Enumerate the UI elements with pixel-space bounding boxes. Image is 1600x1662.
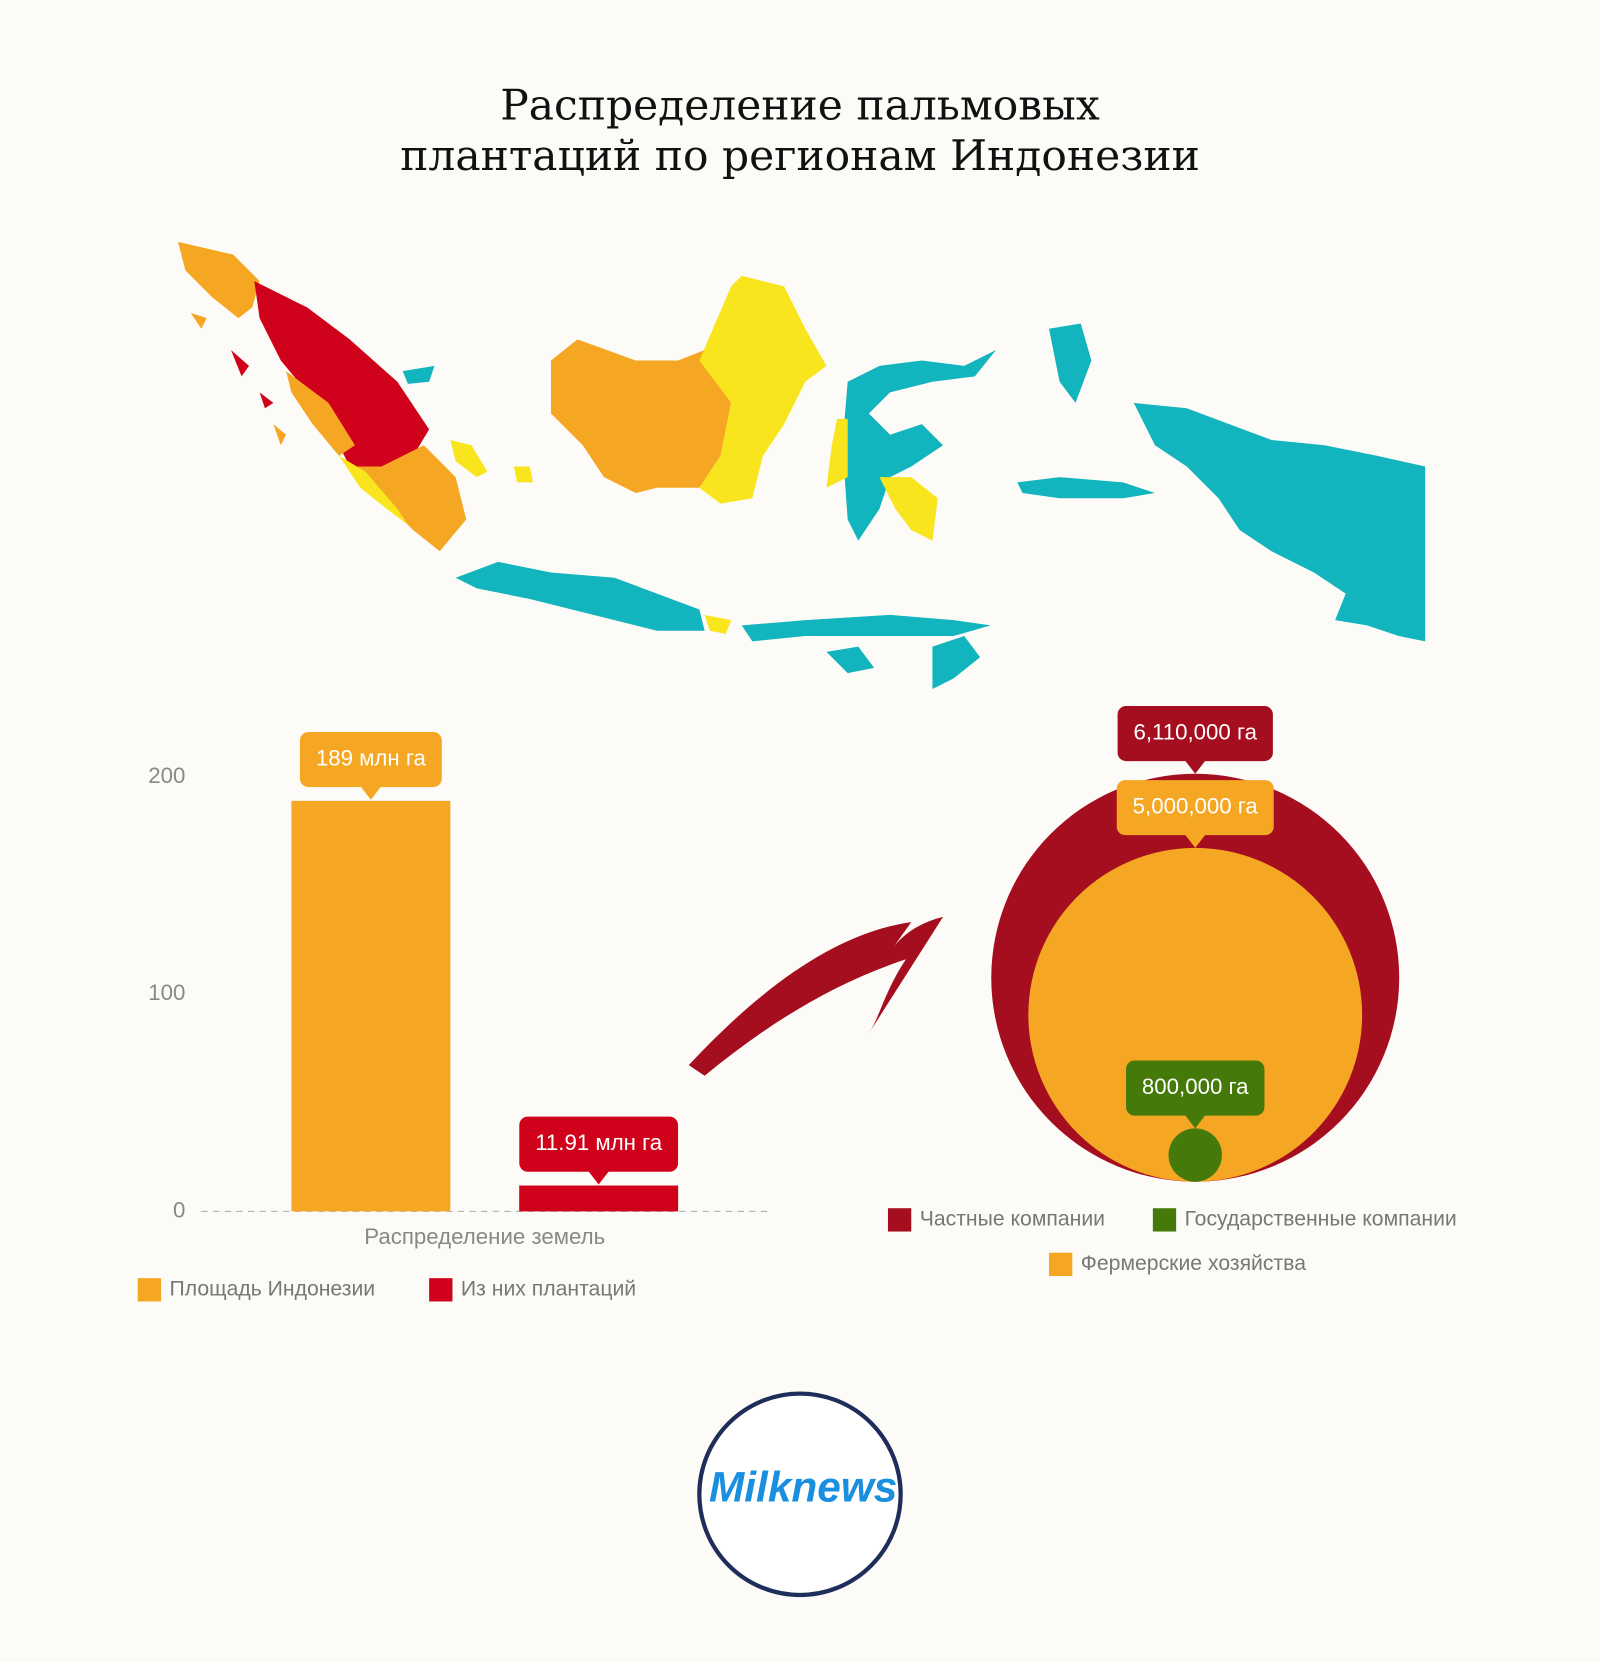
map-region (450, 440, 488, 478)
callout-box (1116, 780, 1274, 836)
title-line: Распределение пальмовых (500, 80, 1100, 129)
value-label: 11.91 млн га (535, 1130, 663, 1155)
map-region (513, 466, 533, 483)
legend-swatch (887, 1208, 912, 1232)
legend-label: Частные компании (920, 1207, 1105, 1230)
bar (291, 800, 451, 1212)
legend-label: Государственные компании (1185, 1207, 1457, 1230)
value-callout: 5,000,000 га (1116, 780, 1274, 848)
value-label: 5,000,000 га (1133, 794, 1259, 819)
map-region (402, 365, 435, 384)
callout-pointer (588, 1170, 610, 1185)
callout-pointer (1184, 834, 1206, 848)
map-region (826, 646, 875, 674)
callout-pointer (1184, 760, 1206, 774)
map (178, 241, 1426, 690)
map-region (286, 371, 355, 456)
callout-box (299, 731, 442, 788)
value-callout: 189 млн га (299, 731, 442, 800)
map-region (455, 561, 705, 631)
map-region (259, 392, 274, 409)
title-line: плантаций по регионам Индонезии (400, 131, 1200, 180)
logo: Milknews (697, 1391, 903, 1598)
legend-swatch (1152, 1208, 1177, 1232)
legend-swatch (137, 1278, 162, 1302)
legend-swatch (1049, 1252, 1073, 1277)
value-label: 6,110,000 га (1133, 719, 1257, 744)
map-region (741, 614, 991, 642)
map-region (190, 312, 207, 329)
value-callout: 6,110,000 га (1117, 705, 1273, 774)
map-region (842, 349, 997, 541)
callout-box (1126, 1060, 1265, 1116)
callout-box (519, 1116, 679, 1172)
callout-box (1117, 705, 1273, 762)
logo-text: Milknews (709, 1463, 897, 1510)
legend-label: Из них плантаций (461, 1277, 636, 1300)
map-region (1133, 402, 1426, 642)
y-tick-label: 100 (148, 980, 185, 1005)
map-region (230, 349, 250, 377)
value-callout: 11.91 млн га (519, 1116, 679, 1185)
map-region (826, 418, 848, 488)
map-region (1049, 323, 1092, 403)
legend-swatch (429, 1278, 453, 1302)
legend-label: Площадь Индонезии (170, 1277, 376, 1300)
map-region (550, 339, 732, 493)
callout-pointer (360, 786, 382, 800)
map-region (932, 636, 981, 690)
value-label: 189 млн га (316, 745, 427, 770)
y-tick-label: 200 (148, 763, 185, 788)
bar (519, 1185, 679, 1212)
map-region (699, 275, 827, 504)
map-region (349, 445, 467, 552)
map-region (704, 614, 732, 634)
bubble (1168, 1128, 1222, 1182)
map-region (879, 477, 938, 541)
map-region (178, 241, 260, 319)
value-callout: 800,000 га (1126, 1060, 1265, 1129)
map-region (254, 281, 430, 467)
map-region (273, 424, 287, 446)
map-region (1017, 477, 1155, 499)
arrow (688, 916, 944, 1076)
y-tick-label: 0 (173, 1197, 185, 1222)
callout-pointer (1184, 1114, 1206, 1129)
logo-ring (697, 1391, 903, 1598)
map-region (339, 455, 408, 525)
x-tick-label: Распределение земель (364, 1224, 605, 1249)
legend-label: Фермерские хозяйства (1081, 1252, 1306, 1275)
bubble (1028, 847, 1363, 1182)
value-label: 800,000 га (1142, 1074, 1249, 1099)
